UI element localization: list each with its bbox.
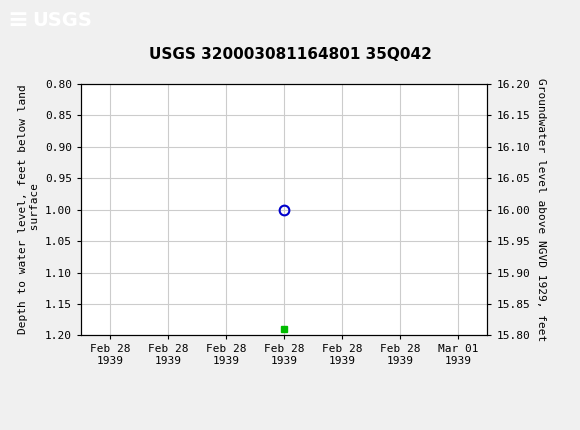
Text: USGS 320003081164801 35Q042: USGS 320003081164801 35Q042 xyxy=(148,47,432,62)
Text: ≡: ≡ xyxy=(7,9,28,32)
Y-axis label: Groundwater level above NGVD 1929, feet: Groundwater level above NGVD 1929, feet xyxy=(535,78,546,341)
Text: USGS: USGS xyxy=(32,11,92,30)
Y-axis label: Depth to water level, feet below land
 surface: Depth to water level, feet below land su… xyxy=(18,85,39,335)
